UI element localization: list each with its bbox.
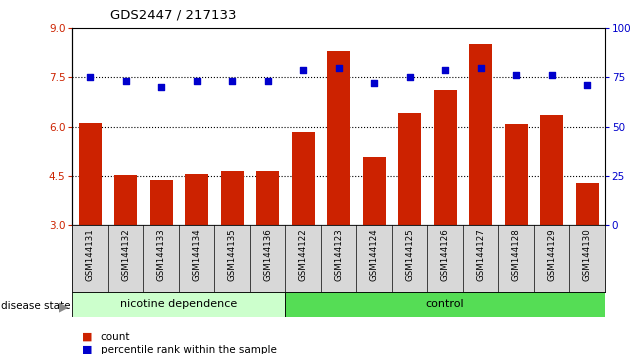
Text: ■: ■ [82,345,93,354]
Text: GSM144130: GSM144130 [583,228,592,281]
Bar [576,183,598,225]
Bar [327,51,350,225]
Point [227,79,237,84]
Point [120,79,131,84]
Text: GSM144128: GSM144128 [512,228,520,281]
Text: GSM144123: GSM144123 [334,228,343,281]
Bar [292,132,314,225]
Bar [285,292,605,317]
Text: GSM144132: GSM144132 [121,228,130,281]
Point [511,73,521,78]
Text: nicotine dependence: nicotine dependence [120,299,238,309]
Bar [540,115,563,225]
Point [440,67,450,73]
Text: disease state: disease state [1,301,71,311]
Bar [398,113,421,225]
Bar [256,171,279,225]
Text: GSM144122: GSM144122 [299,228,307,281]
Text: percentile rank within the sample: percentile rank within the sample [101,345,277,354]
Text: GSM144134: GSM144134 [192,228,201,281]
Text: GSM144131: GSM144131 [86,228,94,281]
Bar [150,179,173,225]
Bar [79,123,101,225]
Text: GSM144129: GSM144129 [547,228,556,281]
Text: GSM144133: GSM144133 [157,228,166,281]
Text: GDS2447 / 217133: GDS2447 / 217133 [110,9,237,22]
Point [263,79,273,84]
Text: control: control [426,299,464,309]
Point [476,65,486,70]
Point [404,75,415,80]
Text: ▶: ▶ [59,301,68,314]
Bar [505,124,527,225]
Bar [363,157,386,225]
Text: ■: ■ [82,332,93,342]
Bar [433,90,457,225]
Bar [469,44,492,225]
Bar [72,292,285,317]
Point [333,65,343,70]
Text: GSM144135: GSM144135 [227,228,237,281]
Text: GSM144125: GSM144125 [405,228,414,281]
Point [85,75,95,80]
Text: GSM144136: GSM144136 [263,228,272,281]
Text: GSM144127: GSM144127 [476,228,485,281]
Point [582,82,592,88]
Point [298,67,308,73]
Point [369,80,379,86]
Bar [185,174,208,225]
Text: GSM144126: GSM144126 [440,228,450,281]
Text: count: count [101,332,130,342]
Bar [114,175,137,225]
Bar [220,171,244,225]
Text: GSM144124: GSM144124 [370,228,379,281]
Point [156,84,166,90]
Point [192,79,202,84]
Point [546,73,557,78]
